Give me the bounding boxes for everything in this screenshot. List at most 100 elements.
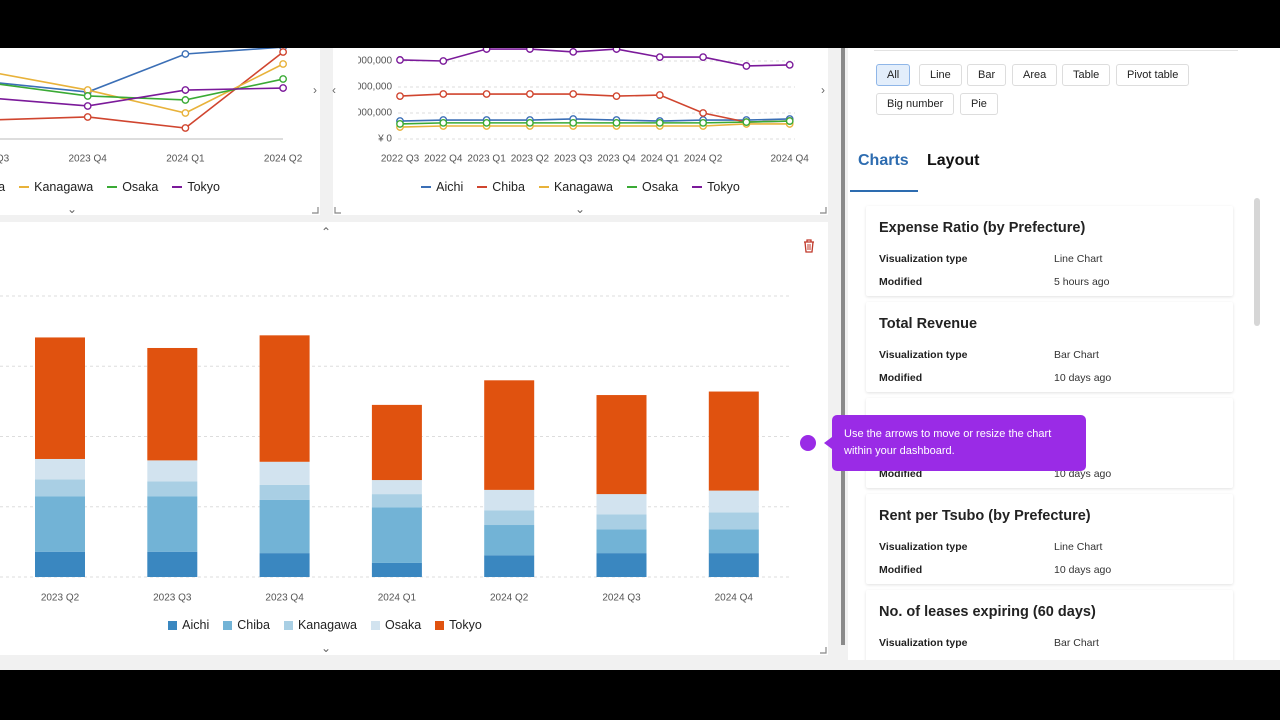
resize-bar[interactable]: [841, 48, 845, 645]
series-line: [0, 48, 282, 93]
bar-segment: [708, 529, 759, 554]
legend-swatch: [371, 620, 381, 630]
field-value: 10 days ago: [1054, 468, 1112, 480]
bar-segment: [596, 395, 647, 495]
legend-swatch: [627, 186, 638, 188]
bar-segment: [147, 481, 198, 497]
filter-chip[interactable]: Line: [919, 64, 962, 86]
chart-card[interactable]: Total Revenue Visualization type Bar Chart…: [866, 302, 1233, 392]
legend-item: Osaka: [627, 180, 678, 194]
data-point: [181, 86, 190, 94]
x-tick-label: 2024 Q3: [602, 593, 641, 604]
data-point: [742, 118, 751, 127]
arrow-down[interactable]: ⌄: [67, 202, 78, 216]
series-line: [399, 118, 790, 122]
data-point: [279, 60, 287, 68]
bar-segment: [35, 458, 85, 480]
arrow-down[interactable]: ⌄: [575, 202, 586, 216]
tab[interactable]: Layout: [927, 152, 980, 169]
bar-segment: [371, 480, 422, 495]
legend-swatch: [538, 186, 549, 188]
data-point: [699, 109, 707, 117]
field-value: 10 days ago: [1054, 372, 1112, 384]
legend-label: Chiba: [0, 180, 6, 194]
data-point: [482, 90, 491, 98]
bar-segment: [708, 553, 759, 577]
bar-segment: [596, 514, 647, 530]
bar-segment: [147, 551, 198, 577]
chart-card[interactable]: No. of leases expiring (60 days) Visualiz…: [866, 590, 1233, 660]
field-label: Visualization type: [879, 541, 968, 553]
bar-segment: [35, 551, 85, 577]
data-point: [439, 90, 448, 98]
filter-chip[interactable]: Big number: [876, 93, 955, 115]
legend-label: Osaka: [385, 618, 422, 632]
bar-segment: [371, 494, 422, 508]
field-label: Modified: [879, 468, 923, 480]
field-label: Modified: [879, 372, 923, 384]
filter-chip[interactable]: Area: [1012, 64, 1058, 86]
legend-label: Chiba: [492, 180, 525, 194]
bar-segment: [35, 479, 85, 497]
chart: ¥ 0 ¥ 1,000,000 ¥ 2,000,000 ¥ 3,000,000 2022…: [338, 48, 809, 165]
filter-chip[interactable]: Table: [1062, 64, 1111, 86]
arrow-left[interactable]: ‹: [332, 83, 336, 97]
filter-chip[interactable]: Pivot table: [1116, 64, 1190, 86]
bar-segment: [708, 490, 759, 513]
y-tick-label: ¥ 0: [377, 134, 392, 145]
data-point: [279, 75, 287, 83]
x-tick-label: 2024 Q1: [378, 593, 417, 604]
chart: 2023 Q3 2023 Q4 2024 Q1 2024 Q2: [0, 48, 303, 165]
data-point: [439, 57, 448, 65]
chart-card[interactable]: Expense Ratio (by Prefecture) Visualizati…: [866, 206, 1233, 296]
x-tick-label: 2024 Q2: [490, 593, 529, 604]
x-tick-label: 2023 Q2: [511, 154, 550, 165]
field-label: Modified: [879, 564, 923, 576]
bar-segment: [259, 335, 310, 462]
arrow-right[interactable]: ›: [313, 83, 317, 97]
data-point: [181, 124, 190, 132]
arrow-right[interactable]: ›: [821, 83, 825, 97]
delete-icon[interactable]: [802, 238, 816, 254]
data-point: [181, 96, 190, 104]
series-line: [399, 120, 790, 125]
x-tick-label: 2024 Q4: [715, 593, 754, 604]
legend-label: Kanagawa: [553, 180, 614, 194]
legend-item: Aichi: [421, 180, 463, 194]
tab[interactable]: Charts: [858, 152, 909, 169]
x-tick-label: 2023 Q4: [597, 154, 636, 165]
filter-chip[interactable]: All: [876, 64, 911, 86]
legend-swatch: [107, 186, 118, 188]
resize-mark: [820, 647, 827, 654]
card-title: No. of leases expiring (60 days): [879, 604, 1096, 620]
filter-chip[interactable]: Pie: [960, 93, 998, 115]
scrollbar[interactable]: [1254, 198, 1260, 326]
bar-segment: [708, 391, 759, 491]
bar-segment: [484, 510, 535, 526]
y-tick-label: ¥ 2,000,000: [338, 82, 392, 93]
data-point: [525, 118, 534, 127]
legend-item: Kanagawa: [538, 180, 614, 194]
chart-card[interactable]: Rent per Tsubo (by Prefecture) Visualizat…: [866, 494, 1233, 584]
bar-segment: [35, 496, 85, 552]
bar-segment: [147, 347, 198, 461]
arrow-down[interactable]: ⌄: [321, 641, 332, 655]
field-value: Bar Chart: [1054, 637, 1099, 649]
legend-swatch: [283, 620, 293, 630]
chart-panel: ¥ 0 ¥ 1,000,000 ¥ 2,000,000 ¥ 3,000,000 2022…: [333, 48, 828, 215]
x-tick-label: 2023 Q3: [153, 593, 192, 604]
legend-label: Osaka: [122, 180, 159, 194]
arrow-up[interactable]: ⌃: [321, 225, 332, 239]
legend-item: Kanagawa: [283, 618, 357, 632]
resize-mark: [820, 207, 827, 214]
series-line: [399, 123, 790, 128]
legend-item: Chiba: [477, 180, 525, 194]
filter-chip[interactable]: Bar: [967, 64, 1007, 86]
data-point: [612, 92, 621, 100]
bar-segment: [259, 484, 310, 500]
bar-segment: [484, 555, 535, 577]
x-tick-label: 2024 Q1: [641, 154, 680, 165]
legend-label: Aichi: [436, 180, 464, 194]
